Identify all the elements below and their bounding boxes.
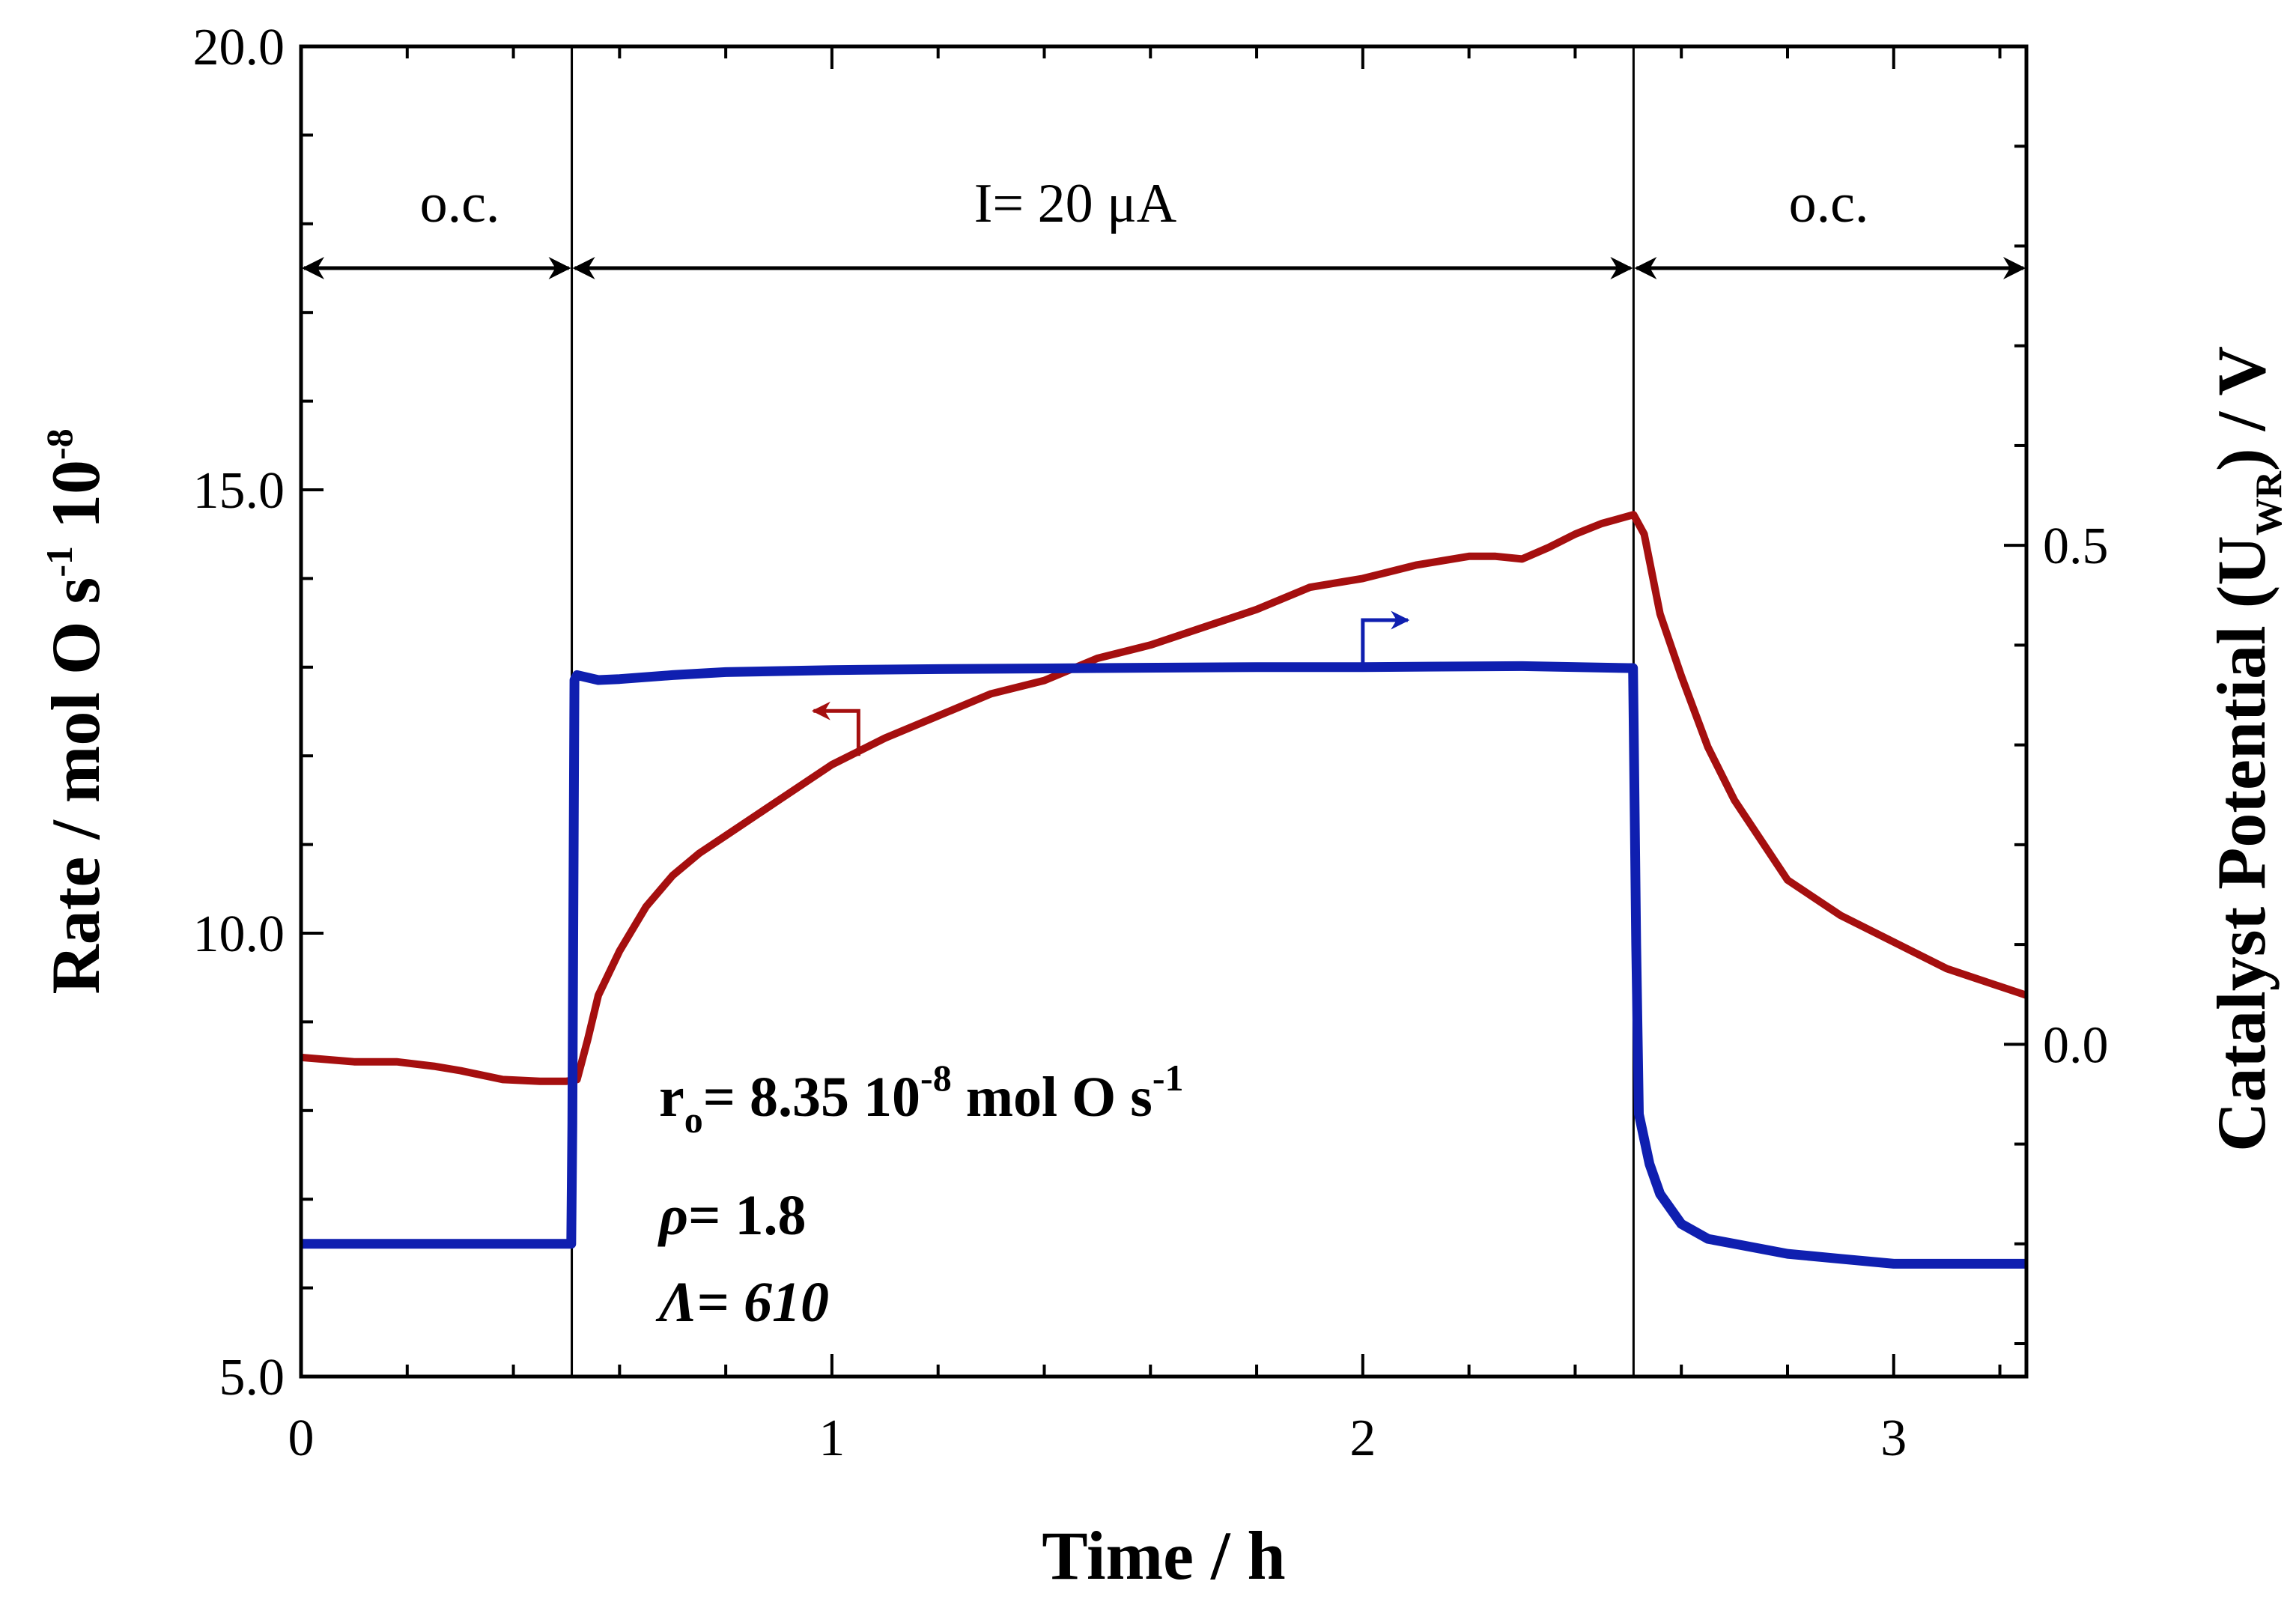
region-label-current: I= 20 μA [974,173,1177,234]
y-right-tick-label: 0.0 [2043,1016,2109,1074]
series-arrow-right [1361,610,1410,666]
axis-tick-labels: 0 1 2 3 5.0 10.0 15.0 20.0 0.0 0.5 [193,19,2109,1467]
y-left-tick-label: 5.0 [219,1349,285,1407]
data-series [301,511,2026,1269]
y-axis-title-left: Rate / mol O s-1 10-8 [37,428,114,994]
series-line-rate [301,511,2026,1085]
series-line-catalyst-potential [301,661,2026,1269]
series-axis-arrows [811,610,1410,756]
y-right-tick-label: 0.5 [2043,518,2109,575]
series-arrow-left [811,701,860,756]
y-left-tick-label: 20.0 [193,19,285,76]
x-tick-label: 3 [1880,1410,1907,1467]
region-label-oc-right: o.c. [1789,173,1869,234]
region-divider-lines [571,46,1635,1377]
y-left-tick-label: 15.0 [193,462,285,520]
x-axis-title: Time / h [1042,1517,1285,1594]
plot-frame [299,44,2029,1379]
y-left-tick-label: 10.0 [193,905,285,963]
annotation-rho: ρ= 1.8 [657,1184,806,1247]
region-label-oc-left: o.c. [420,173,500,234]
x-tick-label: 2 [1349,1410,1376,1467]
annotation-r0: ro= 8.35 10-8 mol O s-1 [659,1057,1183,1141]
axis-ticks [300,45,2026,1378]
annotation-lambda: Λ= 610 [655,1271,829,1334]
x-tick-label: 1 [819,1410,845,1467]
x-tick-label: 0 [288,1410,315,1467]
y-axis-title-right: Catalyst Potential (UWR) / V [2203,346,2289,1152]
